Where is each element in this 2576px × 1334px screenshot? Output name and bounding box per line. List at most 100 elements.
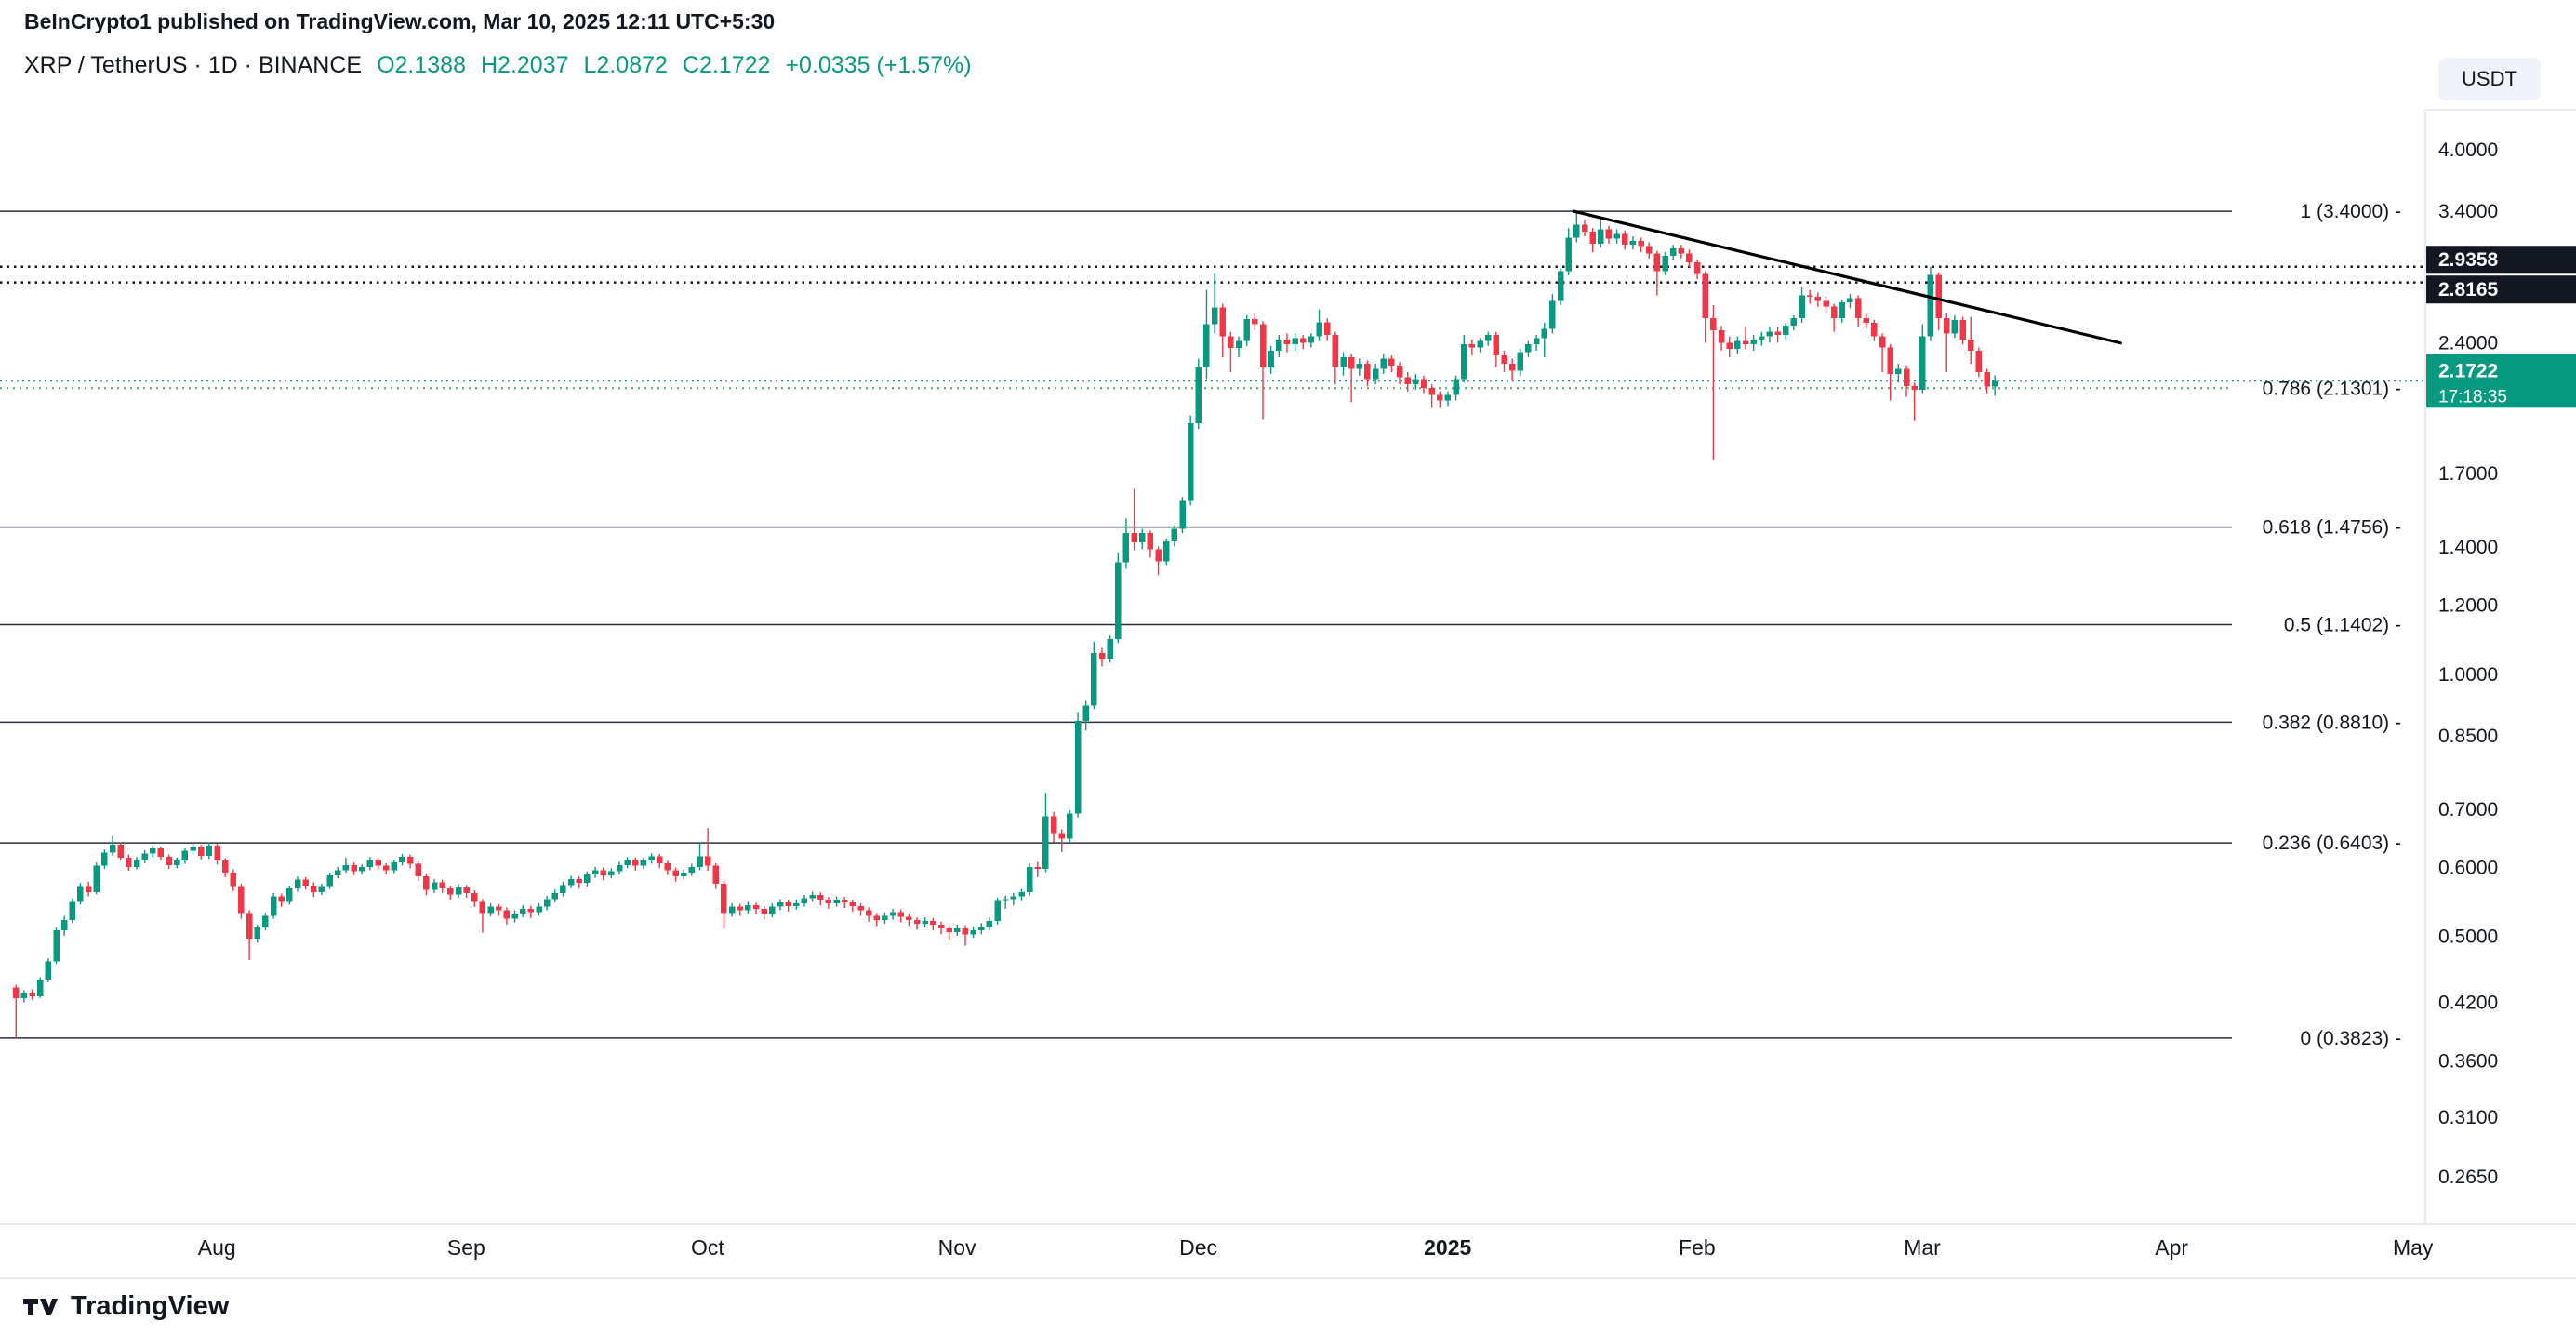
candle-body — [1050, 816, 1057, 834]
candle-body — [1935, 274, 1942, 319]
candle-body — [1710, 318, 1717, 331]
candle-body — [1292, 338, 1298, 345]
candle-body — [769, 906, 776, 914]
price-badge-level — [2426, 246, 2576, 274]
candle-body — [1638, 241, 1644, 247]
ohlc-low: L2.0872 — [583, 52, 668, 78]
tradingview-logo-icon[interactable] — [22, 1296, 60, 1318]
currency-usdt-button[interactable]: USDT — [2438, 58, 2541, 100]
candle-body — [1074, 720, 1082, 814]
candle-body — [745, 905, 751, 911]
candle-body — [45, 961, 52, 980]
candle-body — [1404, 377, 1411, 385]
time-axis-label-feb[interactable]: Feb — [1679, 1235, 1716, 1260]
candle-body — [1002, 899, 1009, 901]
candle-body — [1396, 365, 1403, 378]
candle-body — [463, 887, 470, 893]
candle-body — [1042, 816, 1049, 869]
candle-body — [1413, 379, 1419, 385]
candle-body — [126, 857, 132, 867]
price-tick: 1.7000 — [2438, 463, 2498, 485]
fib-label-0.382: 0.382 (0.8810) - — [2263, 712, 2401, 733]
candle-body — [1268, 350, 1274, 367]
price-axis-background[interactable] — [2425, 0, 2576, 1334]
time-axis-label-sep[interactable]: Sep — [447, 1235, 485, 1260]
candle-body — [1653, 253, 1661, 272]
candle-body — [77, 886, 84, 902]
candle-body — [1686, 253, 1693, 262]
candle-body — [1484, 335, 1492, 341]
candle-body — [1823, 300, 1829, 307]
time-axis-label-mar[interactable]: Mar — [1904, 1235, 1941, 1260]
candle-body — [1903, 368, 1910, 387]
candle-body — [616, 864, 623, 872]
price-badge-level — [2426, 275, 2576, 304]
candle-body — [342, 864, 350, 871]
candle-body — [527, 908, 535, 913]
candle-body — [551, 892, 559, 900]
candle-body — [1372, 368, 1379, 380]
candle-body — [1693, 261, 1701, 274]
candle-body — [1944, 318, 1950, 334]
candle-body — [1444, 394, 1452, 401]
candle-body — [1613, 233, 1620, 239]
candle-body — [801, 898, 808, 903]
candle-body — [833, 900, 840, 903]
candle-body — [1468, 344, 1476, 348]
fib-label-0.786: 0.786 (2.1301) - — [2263, 378, 2401, 399]
time-axis-label-aug[interactable]: Aug — [198, 1235, 236, 1260]
candle-body — [302, 879, 309, 886]
candle-body — [439, 882, 445, 888]
time-axis-label-oct[interactable]: Oct — [691, 1235, 724, 1260]
candle-body — [841, 900, 848, 903]
candle-body — [970, 930, 976, 935]
publisher-line: BeInCrypto1 published on TradingView.com… — [24, 9, 776, 33]
price-tick: 0.7000 — [2438, 799, 2498, 820]
candle-body — [1139, 533, 1146, 542]
candle-body — [254, 927, 260, 940]
time-axis-label-may[interactable]: May — [2393, 1235, 2434, 1260]
candle-body — [214, 845, 220, 861]
candle-body — [882, 915, 888, 921]
fib-label-0: 0 (0.3823) - — [2300, 1028, 2401, 1049]
candle-body — [1147, 533, 1154, 550]
candle-body — [873, 915, 881, 921]
time-axis-label-apr[interactable]: Apr — [2155, 1235, 2188, 1260]
candle-body — [262, 915, 269, 928]
candle-body — [487, 906, 494, 914]
time-axis-label-dec[interactable]: Dec — [1179, 1235, 1217, 1260]
candle-body — [954, 927, 961, 932]
candle-body — [567, 878, 575, 886]
candle-body — [318, 886, 325, 893]
candle-body — [1243, 318, 1250, 341]
time-axis-label-2025[interactable]: 2025 — [1424, 1235, 1471, 1260]
current-price-text: 2.1722 — [2438, 360, 2498, 381]
candle-body — [922, 920, 928, 925]
candle-body — [640, 860, 647, 866]
candle-body — [29, 993, 35, 996]
price-tick: 0.6000 — [2438, 858, 2498, 879]
candle-body — [519, 908, 526, 914]
symbol-title[interactable]: XRP / TetherUS · 1D · BINANCE — [24, 52, 363, 78]
footer-bar: TradingView — [0, 1278, 2576, 1334]
price-tick: 0.8500 — [2438, 726, 2498, 747]
candle-body — [358, 866, 365, 872]
candle-body — [391, 862, 398, 871]
candle-body — [1122, 533, 1130, 563]
price-tick: 3.4000 — [2438, 201, 2498, 222]
candle-body — [1678, 248, 1685, 254]
candle-body — [471, 892, 478, 902]
candle-body — [648, 856, 655, 861]
candle-body — [1839, 302, 1846, 319]
descending-trendline[interactable] — [1572, 209, 2122, 345]
tradingview-brand[interactable]: TradingView — [71, 1291, 230, 1321]
candle-body — [1010, 896, 1017, 900]
price-tick: 2.4000 — [2438, 333, 2498, 354]
candle-body — [913, 920, 921, 925]
time-axis-label-nov[interactable]: Nov — [938, 1235, 976, 1260]
candle-body — [1895, 368, 1902, 374]
candle-body — [1887, 347, 1893, 374]
candle-body — [1162, 540, 1170, 562]
candle-body — [1622, 233, 1628, 246]
